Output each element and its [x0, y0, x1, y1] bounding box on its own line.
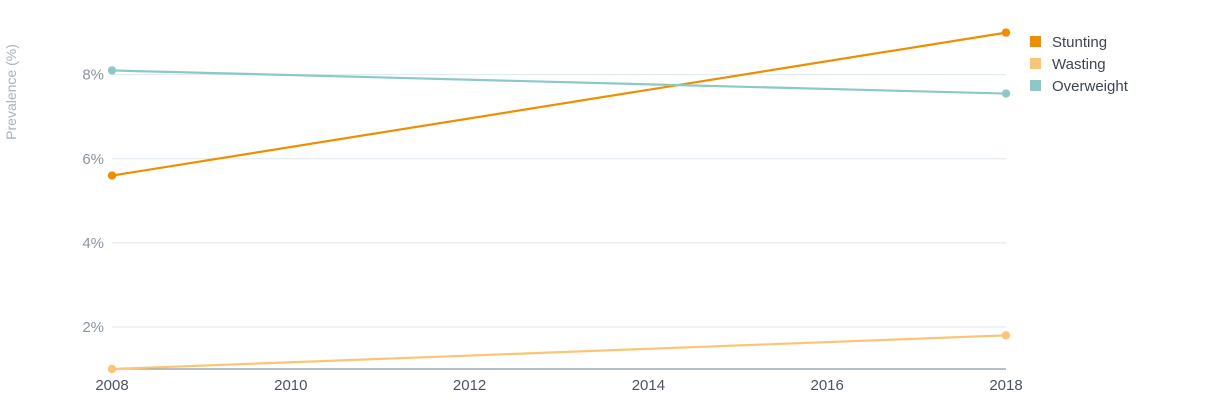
x-tick-label: 2018 [989, 377, 1022, 394]
legend-swatch-stunting [1030, 36, 1041, 47]
x-tick-label: 2008 [95, 377, 128, 394]
x-tick-label: 2014 [632, 377, 665, 394]
legend-label-overweight: Overweight [1052, 78, 1129, 95]
series-line-stunting [111, 31, 1007, 177]
data-point-stunting-2008[interactable] [107, 171, 117, 180]
series-overweight [107, 66, 1011, 98]
y-axis-title: Prevalence (%) [3, 44, 19, 140]
series-line-overweight [111, 69, 1007, 95]
x-axis: 2008 2010 2012 2014 2016 2018 [95, 368, 1023, 394]
legend-swatch-overweight [1030, 80, 1041, 91]
x-tick-label: 2010 [274, 377, 307, 394]
data-point-overweight-2018[interactable] [1001, 89, 1011, 98]
y-tick-label: 2% [82, 319, 104, 336]
x-tick-label: 2012 [453, 377, 486, 394]
data-point-stunting-2018[interactable] [1001, 28, 1011, 37]
legend-swatch-wasting [1030, 58, 1041, 69]
legend-item-stunting[interactable]: Stunting [1030, 34, 1107, 51]
series-lines [107, 28, 1011, 374]
x-tick-label: 2016 [811, 377, 844, 394]
legend-label-stunting: Stunting [1052, 34, 1107, 51]
legend-item-overweight[interactable]: Overweight [1030, 78, 1129, 95]
series-stunting [107, 28, 1011, 180]
legend-label-wasting: Wasting [1052, 56, 1106, 73]
data-point-overweight-2008[interactable] [107, 66, 117, 75]
series-wasting [107, 331, 1011, 374]
data-point-wasting-2008[interactable] [107, 364, 117, 374]
data-point-wasting-2018[interactable] [1001, 331, 1011, 340]
legend-item-wasting[interactable]: Wasting [1030, 56, 1106, 73]
grid-lines [112, 74, 1006, 328]
y-tick-label: 6% [82, 151, 104, 168]
series-line-wasting [111, 334, 1007, 371]
y-tick-label: 4% [82, 235, 104, 252]
legend: Stunting Wasting Overweight [1030, 34, 1129, 95]
y-axis: 2% 4% 6% 8% [82, 67, 104, 336]
y-tick-label: 8% [82, 67, 104, 84]
